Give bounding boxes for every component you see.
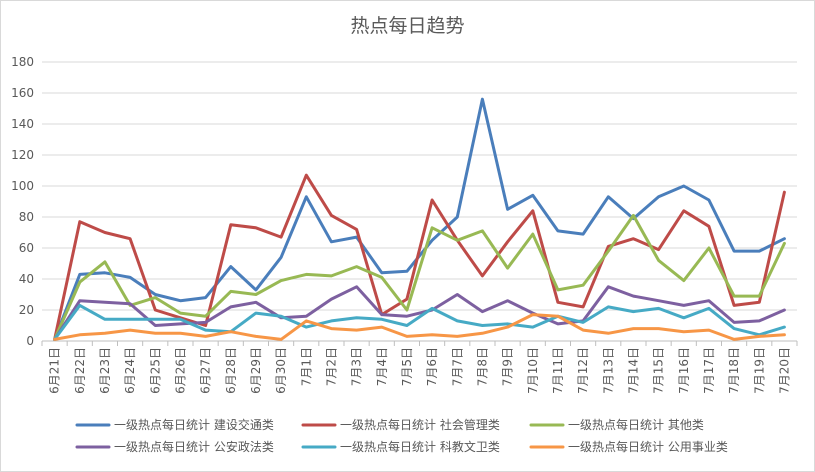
x-tick-label: 7月9日	[501, 347, 515, 386]
x-tick-label: 6月22日	[73, 347, 87, 394]
x-tick-label: 7月4日	[375, 347, 389, 386]
series-lines	[53, 97, 786, 341]
x-tick-label: 7月15日	[652, 347, 666, 394]
y-tick-label: 60	[19, 241, 34, 255]
legend-label: 一级热点每日统计 社会管理类	[340, 417, 500, 432]
x-tick-label: 7月8日	[475, 347, 489, 386]
y-tick-label: 20	[19, 303, 34, 317]
x-tick-label: 7月18日	[727, 347, 741, 394]
series-line-6	[53, 313, 786, 341]
y-tick-label: 140	[11, 117, 34, 131]
x-tick-label: 6月27日	[199, 347, 213, 394]
x-tick-label: 7月5日	[400, 347, 414, 386]
x-tick-label: 7月2日	[324, 347, 338, 386]
x-tick-label: 6月23日	[98, 347, 112, 394]
x-tick-label: 7月20日	[777, 347, 791, 394]
x-tick-label: 7月10日	[526, 347, 540, 394]
series-line-3	[53, 213, 786, 341]
y-tick-label: 180	[11, 55, 34, 69]
x-tick-label: 7月14日	[626, 347, 640, 394]
x-tick-label: 7月1日	[299, 347, 313, 386]
y-tick-label: 100	[11, 179, 34, 193]
x-tick-label: 7月13日	[601, 347, 615, 394]
x-tick-label: 7月16日	[677, 347, 691, 394]
legend-label: 一级热点每日统计 建设交通类	[114, 417, 274, 432]
x-tick-label: 7月19日	[752, 347, 766, 394]
x-tick-label: 7月17日	[702, 347, 716, 394]
legend-label: 一级热点每日统计 公用事业类	[568, 439, 728, 454]
x-tick-label: 7月3日	[350, 347, 364, 386]
x-tick-label: 7月11日	[551, 347, 565, 394]
x-tick-label: 7月6日	[425, 347, 439, 386]
y-tick-label: 0	[26, 334, 34, 348]
x-tick-label: 6月30日	[274, 347, 288, 394]
x-tick-label: 6月24日	[123, 347, 137, 394]
x-tick-label: 6月29日	[249, 347, 263, 394]
gridlines	[42, 61, 797, 311]
y-tick-label: 40	[19, 272, 34, 286]
x-tick-label: 6月26日	[173, 347, 187, 394]
legend-label: 一级热点每日统计 其他类	[568, 417, 704, 432]
x-tick-label: 6月21日	[48, 347, 62, 394]
chart-title: 热点每日趋势	[350, 15, 465, 37]
x-tick-label: 6月25日	[148, 347, 162, 394]
y-tick-label: 80	[19, 210, 34, 224]
series-line-4	[53, 285, 786, 341]
series-line-2	[53, 173, 786, 341]
legend-label: 一级热点每日统计 公安政法类	[114, 439, 274, 454]
series-line-1	[53, 97, 786, 341]
y-tick-label: 120	[11, 148, 34, 162]
legend: 一级热点每日统计 建设交通类 一级热点每日统计 社会管理类 一级热点每日统计 其他类…	[75, 417, 728, 454]
x-tick-label: 7月12日	[576, 347, 590, 394]
series-line-5	[53, 303, 786, 341]
x-tick-label: 6月28日	[224, 347, 238, 394]
y-tick-label: 160	[11, 86, 34, 100]
x-tick-label: 7月7日	[450, 347, 464, 386]
legend-label: 一级热点每日统计 科教文卫类	[340, 439, 500, 454]
axes: 0 20 40 60 80 100 120 140 160 180 6月21日 6月22日 6月23日 6…	[11, 55, 798, 394]
